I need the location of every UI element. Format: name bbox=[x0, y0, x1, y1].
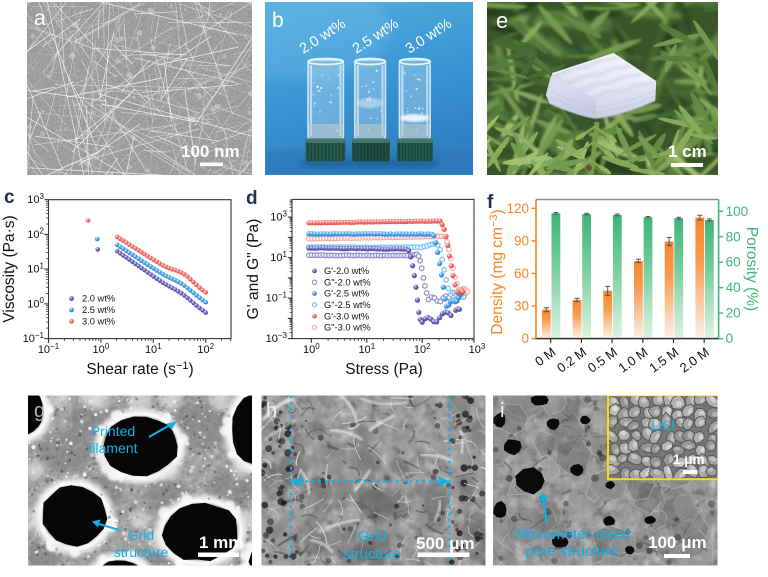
svg-text:1 μm: 1 μm bbox=[673, 452, 705, 467]
svg-text:Density (mg cm−3): Density (mg cm−3) bbox=[488, 209, 506, 334]
svg-text:1 mm: 1 mm bbox=[199, 533, 243, 552]
svg-text:0.5 M: 0.5 M bbox=[585, 344, 620, 375]
svg-text:102: 102 bbox=[414, 342, 431, 356]
svg-text:100: 100 bbox=[27, 296, 44, 310]
svg-text:103: 103 bbox=[270, 209, 287, 223]
svg-text:b: b bbox=[272, 9, 284, 32]
svg-text:G' and G" (Pa): G' and G" (Pa) bbox=[245, 219, 262, 320]
svg-text:2.0 wt%: 2.0 wt% bbox=[82, 294, 115, 304]
svg-text:G'-2.5 wt%: G'-2.5 wt% bbox=[324, 289, 369, 299]
svg-text:G"-3.0 wt%: G"-3.0 wt% bbox=[324, 323, 371, 333]
svg-text:f: f bbox=[487, 192, 494, 213]
svg-text:Printed: Printed bbox=[91, 423, 135, 439]
svg-text:e: e bbox=[496, 8, 508, 33]
svg-text:30: 30 bbox=[514, 299, 529, 314]
svg-text:2.0 M: 2.0 M bbox=[677, 344, 712, 375]
svg-text:500 μm: 500 μm bbox=[416, 534, 475, 553]
svg-text:40: 40 bbox=[726, 280, 741, 295]
svg-text:G'-3.0 wt%: G'-3.0 wt% bbox=[324, 311, 369, 321]
svg-text:60: 60 bbox=[514, 266, 529, 281]
svg-text:h: h bbox=[266, 400, 277, 422]
svg-text:3.0 wt%: 3.0 wt% bbox=[82, 317, 115, 327]
svg-text:100: 100 bbox=[303, 342, 320, 356]
svg-text:101: 101 bbox=[270, 250, 287, 264]
svg-text:1 cm: 1 cm bbox=[668, 142, 707, 161]
svg-text:90: 90 bbox=[514, 233, 529, 248]
svg-text:Porosity (%): Porosity (%) bbox=[743, 227, 760, 311]
svg-text:Grid: Grid bbox=[128, 527, 154, 543]
svg-text:LiCl: LiCl bbox=[651, 418, 674, 433]
svg-text:d: d bbox=[246, 188, 258, 209]
svg-text:g: g bbox=[34, 400, 45, 422]
svg-text:100 μm: 100 μm bbox=[648, 533, 707, 552]
svg-text:0.2 M: 0.2 M bbox=[554, 344, 589, 375]
svg-text:103: 103 bbox=[469, 342, 486, 356]
svg-text:102: 102 bbox=[197, 342, 214, 356]
svg-text:1.0 M: 1.0 M bbox=[615, 344, 650, 375]
svg-text:1.5 M: 1.5 M bbox=[646, 344, 681, 375]
svg-text:Micrometer-sized: Micrometer-sized bbox=[515, 526, 630, 543]
svg-text:0: 0 bbox=[726, 331, 734, 346]
svg-text:i: i bbox=[500, 400, 504, 422]
svg-text:60: 60 bbox=[726, 255, 741, 270]
svg-text:100 nm: 100 nm bbox=[181, 142, 240, 161]
svg-text:pore structure: pore structure bbox=[526, 543, 619, 560]
svg-text:c: c bbox=[4, 187, 15, 208]
svg-text:Stress (Pa): Stress (Pa) bbox=[345, 361, 423, 378]
svg-text:102: 102 bbox=[27, 227, 44, 241]
svg-text:10−1: 10−1 bbox=[266, 290, 288, 304]
svg-text:101: 101 bbox=[145, 342, 162, 356]
svg-text:100: 100 bbox=[726, 204, 749, 219]
svg-text:structure: structure bbox=[343, 546, 401, 563]
svg-text:10−1: 10−1 bbox=[38, 342, 60, 356]
svg-text:80: 80 bbox=[726, 229, 741, 244]
svg-text:Shear rate (s−1): Shear rate (s−1) bbox=[86, 360, 193, 378]
svg-text:120: 120 bbox=[506, 201, 529, 216]
svg-text:G"-2.0 wt%: G"-2.0 wt% bbox=[324, 277, 371, 287]
svg-text:structure: structure bbox=[114, 544, 169, 560]
svg-text:0: 0 bbox=[521, 331, 529, 346]
svg-text:filament: filament bbox=[88, 440, 137, 456]
svg-text:10−1: 10−1 bbox=[23, 331, 45, 345]
svg-text:103: 103 bbox=[27, 192, 44, 206]
svg-text:101: 101 bbox=[358, 342, 375, 356]
svg-text:Grid: Grid bbox=[358, 528, 386, 545]
svg-text:2.5 wt%: 2.5 wt% bbox=[82, 305, 115, 315]
svg-text:100: 100 bbox=[93, 342, 110, 356]
svg-text:101: 101 bbox=[27, 261, 44, 275]
svg-text:20: 20 bbox=[726, 306, 741, 321]
svg-text:a: a bbox=[34, 7, 46, 30]
svg-text:G'-2.0 wt%: G'-2.0 wt% bbox=[324, 266, 369, 276]
svg-text:Viscosity (Pa·s): Viscosity (Pa·s) bbox=[1, 215, 18, 322]
svg-text:10−3: 10−3 bbox=[266, 331, 288, 345]
svg-text:G"-2.5 wt%: G"-2.5 wt% bbox=[324, 300, 371, 310]
